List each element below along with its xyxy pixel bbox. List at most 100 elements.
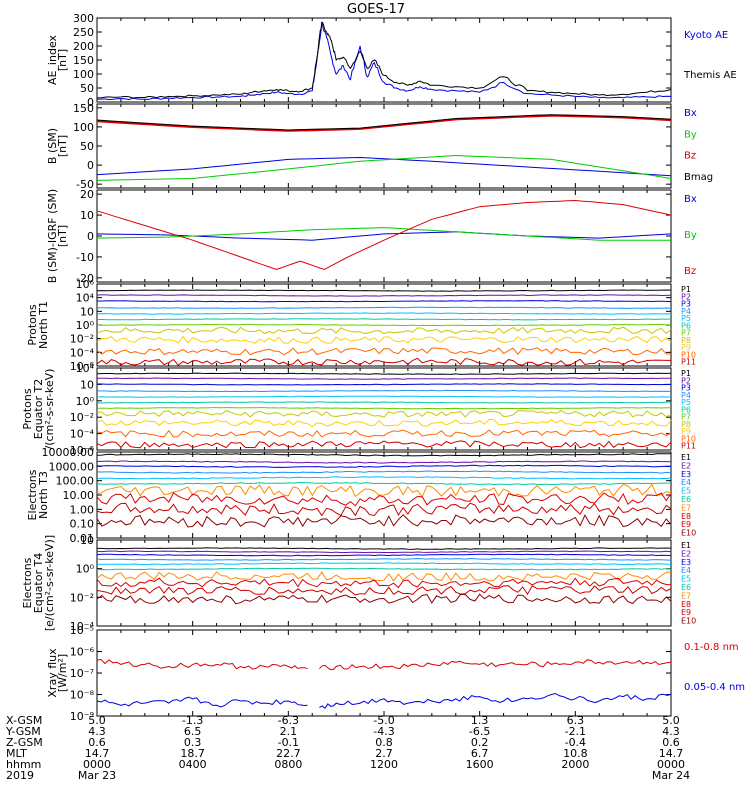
y-tick-label: 300 — [73, 12, 94, 25]
ephemeris-cell: 1600 — [466, 758, 494, 771]
panel-bsm: -50050100150B (SM)[nT]BxByBzBmag — [46, 102, 713, 191]
y-tick-label: 10⁲ — [80, 305, 94, 318]
plot-title: GOES-17 — [347, 2, 405, 17]
panel-bdiff: -20 -10 0 10 20 B (SM)-IGRF (SM)[nT] Bx By Bz — [46, 188, 697, 285]
channel-line — [97, 548, 671, 550]
plot-canvas: GOES-17 050100150200250300AE_index[nT]Ky… — [0, 0, 750, 800]
legend-entry: Bz — [684, 266, 696, 277]
channel-line — [97, 551, 671, 553]
series-line — [97, 116, 671, 131]
y-tick-label: 10⁴ — [76, 292, 95, 305]
channel-line — [97, 408, 671, 409]
series-line — [319, 660, 671, 670]
series-line — [319, 694, 671, 709]
y-tick-label: 10⁻⁵ — [70, 624, 94, 637]
legend-entry: Bz — [684, 151, 696, 162]
ephemeris-cell: Mar 24 — [652, 769, 690, 782]
y-axis-title: [nT] — [56, 225, 69, 247]
channel-line — [97, 471, 671, 473]
y-tick-label: 0.10 — [70, 518, 95, 531]
y-tick-label: 10⁻⁸ — [70, 689, 95, 702]
channel-line — [97, 515, 671, 527]
panel-frame — [97, 368, 671, 450]
channel-line — [97, 307, 671, 308]
y-axis-title: [nT] — [56, 135, 69, 157]
panel-p_north: 10⁶10⁴10⁲10⁰10⁻²10⁻⁴10⁻⁶ProtonsNorth T1P… — [26, 278, 696, 373]
y-tick-label: 10⁻² — [70, 411, 94, 424]
series-line — [97, 156, 671, 181]
channel-line — [97, 319, 671, 320]
channel-line — [97, 559, 671, 561]
channel-line — [97, 503, 671, 515]
channel-line — [97, 313, 671, 314]
ephemeris-cell: 1200 — [370, 758, 398, 771]
series-line — [97, 24, 671, 100]
y-tick-label: 50 — [80, 140, 94, 153]
y-tick-label: 10⁻⁶ — [70, 646, 95, 659]
channel-line — [97, 572, 671, 581]
y-tick-label: 50 — [80, 82, 94, 95]
channel-line — [97, 461, 671, 463]
panel-frame — [97, 630, 671, 716]
channel-label: P11 — [681, 442, 696, 451]
legend-entry: Bx — [684, 194, 697, 205]
series-line — [97, 660, 308, 670]
y-tick-label: 100 — [73, 121, 94, 134]
channel-line — [97, 336, 671, 343]
legend-entry: By — [684, 129, 697, 140]
y-tick-label: 10⁻⁷ — [70, 667, 94, 680]
y-axis-title: [e/(cm²-s-sr-keV)] — [43, 535, 56, 631]
channel-line — [97, 594, 671, 603]
legend-entry: Kyoto AE — [684, 30, 728, 41]
channel-line — [97, 324, 671, 325]
y-tick-label: 10000.00 — [42, 446, 95, 459]
y-tick-label: 0 — [87, 159, 94, 172]
y-tick-label: 150 — [73, 54, 94, 67]
channel-line — [97, 384, 671, 385]
y-tick-label: -10 — [76, 251, 94, 264]
channel-line — [97, 327, 671, 334]
channel-line — [97, 586, 671, 595]
channel-line — [97, 402, 671, 403]
y-tick-label: 200 — [73, 40, 94, 53]
ephemeris-row-label: 2019 — [6, 769, 34, 782]
panel-ae: 050100150200250300AE_index[nT]Kyoto AETh… — [46, 12, 737, 109]
channel-line — [97, 485, 671, 497]
panel-e_north: 10000.001000.00 100.0010.001.00 0.100.01 El… — [26, 446, 696, 545]
y-tick-label: 20 — [80, 188, 94, 201]
y-tick-label: 1.00 — [70, 503, 95, 516]
ephemeris-cell: 0800 — [274, 758, 302, 771]
channel-line — [97, 465, 671, 467]
panel-p_equator: 10⁴10⁲10⁰10⁻²10⁻⁴10⁻⁶ProtonsEquator T2/(… — [21, 362, 696, 457]
y-tick-label: 10⁰ — [76, 395, 95, 408]
channel-line — [97, 419, 671, 426]
channel-line — [97, 568, 671, 570]
panel-xray: 10⁻⁵10⁻⁶10⁻⁷10⁻⁸10⁻⁹Xray flux[W/m²]0.1-0… — [46, 624, 745, 723]
series-line — [97, 697, 308, 707]
series-line — [97, 201, 671, 270]
y-axis-title: [W/m²] — [56, 654, 69, 692]
y-axis-title: North T3 — [37, 471, 50, 519]
legend-entry: By — [684, 230, 697, 241]
y-tick-label: 10⁻⁴ — [70, 428, 95, 441]
y-tick-label: 10 — [80, 209, 94, 222]
y-tick-label: 100.00 — [56, 475, 95, 488]
y-tick-label: 100 — [73, 68, 94, 81]
channel-line — [97, 390, 671, 391]
channel-line — [97, 554, 671, 556]
y-tick-label: 1000.00 — [49, 460, 95, 473]
channel-line — [97, 290, 671, 291]
y-tick-label: 10.00 — [63, 489, 95, 502]
channel-line — [97, 411, 671, 418]
y-tick-label: 10⁰ — [76, 563, 95, 576]
legend-entry: Bx — [684, 108, 697, 119]
legend-entry: Themis AE — [683, 70, 737, 81]
channel-line — [97, 430, 671, 437]
channel-line — [97, 373, 671, 374]
channel-line — [97, 396, 671, 397]
y-tick-label: 250 — [73, 26, 94, 39]
legend-entry: 0.05-0.4 nm — [684, 682, 745, 693]
y-tick-label: 10⁶ — [76, 278, 95, 291]
channel-line — [97, 483, 671, 485]
y-tick-label: 10⁲ — [80, 378, 94, 391]
